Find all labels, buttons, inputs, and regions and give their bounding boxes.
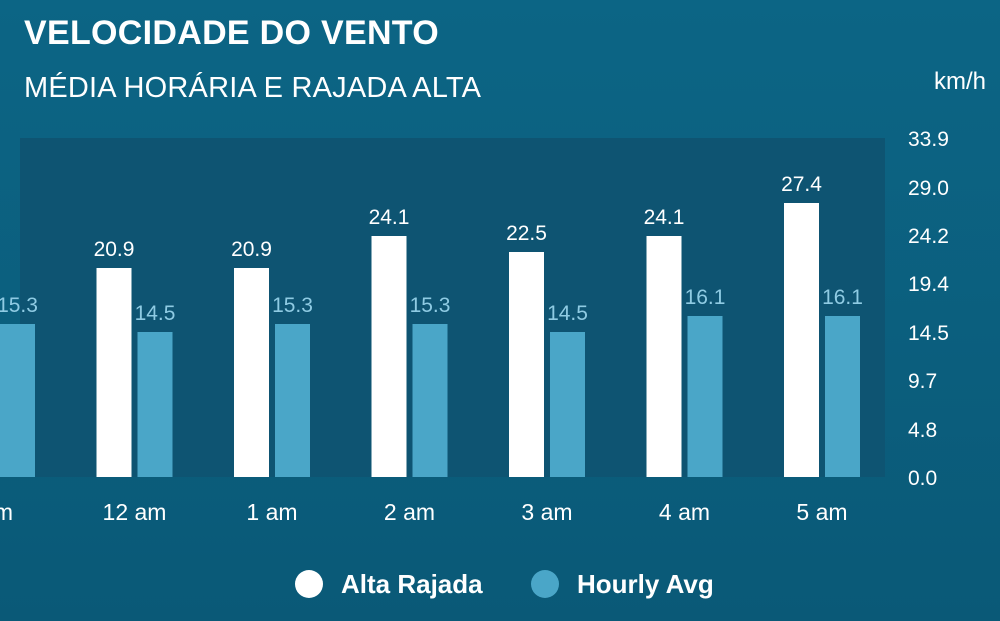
y-tick-label: 29.0: [908, 177, 949, 200]
hourly-avg-bar[interactable]: [412, 324, 448, 477]
chart-title: VELOCIDADE DO VENTO: [24, 14, 440, 52]
chart-subtitle: MÉDIA HORÁRIA E RAJADA ALTA: [24, 72, 482, 104]
x-tick-label: 12 am: [103, 499, 167, 525]
x-tick-label: 4 am: [659, 499, 710, 525]
y-tick-label: 0.0: [908, 467, 937, 490]
y-tick-label: 14.5: [908, 322, 949, 345]
gust-value-label: 22.5: [506, 222, 547, 245]
gust-value-label: 24.1: [644, 206, 685, 229]
gust-bar[interactable]: [509, 252, 544, 477]
gust-value-label: 20.9: [231, 238, 272, 261]
gust-bar[interactable]: [96, 268, 132, 477]
legend: Alta Rajada Hourly Avg: [0, 562, 1000, 606]
hourly-avg-value-label: 14.5: [135, 302, 176, 325]
value-labels-group: 15.3 20.9 14.5 20.9 15.3 24.1 15.3 22.5 14.5 24.1…: [0, 173, 863, 325]
hourly-avg-bar[interactable]: [825, 316, 860, 477]
gust-bar[interactable]: [234, 268, 269, 477]
y-tick-label: 24.2: [908, 225, 949, 248]
y-axis-ticks: 0.0 4.8 9.7 14.5 19.4 24.2 29.0 33.9: [908, 128, 949, 490]
gust-value-label: 27.4: [781, 173, 822, 196]
hourly-avg-bar[interactable]: [550, 332, 585, 477]
gust-bar[interactable]: [646, 236, 682, 477]
x-tick-label: pm: [0, 499, 13, 525]
legend-hourly-label: Hourly Avg: [577, 568, 714, 599]
hourly-avg-bar[interactable]: [0, 324, 35, 477]
gust-bar[interactable]: [784, 203, 819, 477]
hourly-avg-value-label: 14.5: [547, 302, 588, 325]
hourly-avg-value-label: 15.3: [0, 294, 38, 317]
gust-bar[interactable]: [371, 236, 407, 477]
y-tick-label: 33.9: [908, 128, 949, 151]
hourly-avg-bar[interactable]: [687, 316, 723, 477]
hourly-avg-bar[interactable]: [137, 332, 173, 477]
y-axis-unit-label: km/h: [934, 68, 987, 95]
y-tick-label: 9.7: [908, 370, 937, 393]
x-tick-label: 1 am: [246, 499, 297, 525]
x-axis-ticks: pm 12 am 1 am 2 am 3 am 4 am 5 am: [0, 499, 848, 525]
x-tick-label: 3 am: [521, 499, 572, 525]
hourly-avg-value-label: 15.3: [272, 294, 313, 317]
gust-value-label: 24.1: [369, 206, 410, 229]
legend-gust-label: Alta Rajada: [341, 568, 483, 599]
y-tick-label: 19.4: [908, 273, 949, 296]
hourly-avg-value-label: 16.1: [822, 286, 863, 309]
hourly-avg-value-label: 16.1: [685, 286, 726, 309]
hourly-avg-bar[interactable]: [275, 324, 310, 477]
x-tick-label: 5 am: [796, 499, 847, 525]
legend-item-hourly[interactable]: Hourly Avg: [531, 562, 714, 606]
x-tick-label: 2 am: [384, 499, 435, 525]
gust-value-label: 20.9: [94, 238, 135, 261]
legend-item-gust[interactable]: Alta Rajada: [295, 562, 483, 606]
hourly-avg-value-label: 15.3: [410, 294, 451, 317]
legend-hourly-marker: [531, 570, 559, 598]
bars-group: [0, 203, 860, 477]
legend-gust-marker: [295, 570, 323, 598]
y-tick-label: 4.8: [908, 419, 937, 442]
